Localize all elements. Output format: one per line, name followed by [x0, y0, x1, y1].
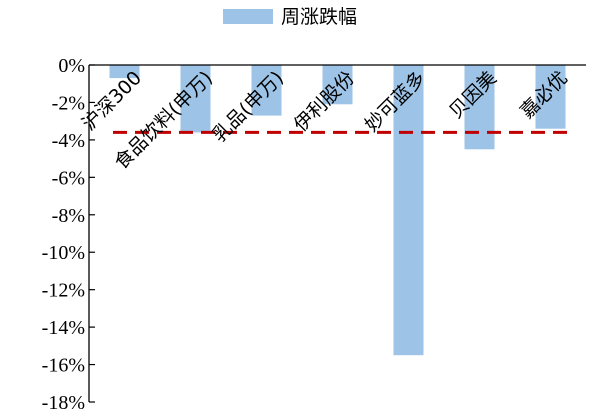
- y-tick-label: 0%: [58, 55, 85, 77]
- y-tick-label: -10%: [42, 242, 85, 264]
- bars: [109, 65, 566, 356]
- y-tick-label: -4%: [52, 130, 85, 152]
- y-tick-label: -2%: [52, 92, 85, 114]
- bar: [464, 65, 495, 150]
- y-tick-label: -18%: [42, 392, 85, 412]
- bar: [322, 65, 353, 105]
- y-tick-label: -12%: [42, 280, 85, 302]
- legend-swatch: [223, 9, 273, 24]
- y-tick-label: -16%: [42, 355, 85, 377]
- y-tick-label: -14%: [42, 317, 85, 339]
- y-tick-label: -6%: [52, 167, 85, 189]
- legend: 周涨跌幅: [223, 6, 357, 28]
- y-tick-label: -8%: [52, 205, 85, 227]
- bar: [535, 65, 566, 129]
- bar: [180, 65, 211, 133]
- bar: [109, 65, 140, 79]
- y-axis: 0% -2% -4% -6% -8% -10% -12% -14% -16% -18%: [42, 55, 586, 412]
- legend-label: 周涨跌幅: [281, 6, 357, 28]
- bar: [251, 65, 282, 116]
- bar: [393, 65, 424, 356]
